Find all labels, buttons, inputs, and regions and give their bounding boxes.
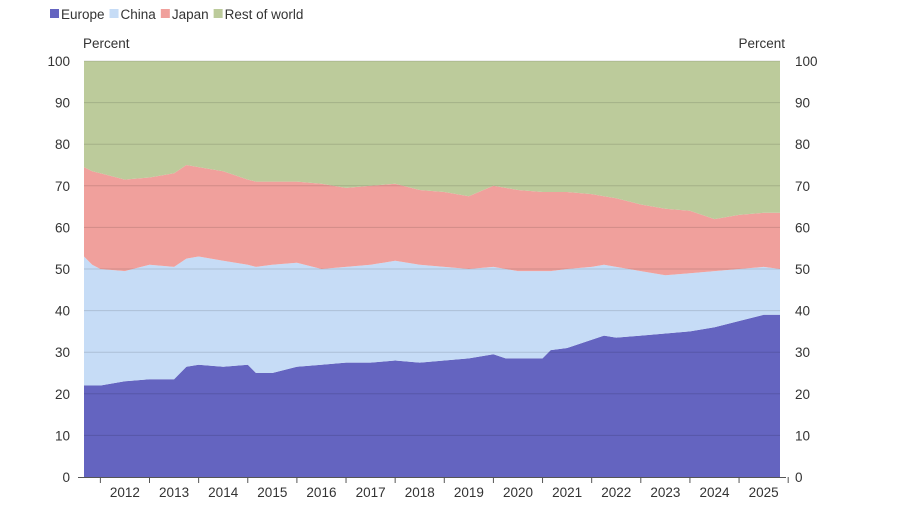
y-axes: 0 0 10 10 20 20 30 30 40 40 50 50 60 60 70 70 80 80 90 90 10… — [47, 54, 817, 485]
x-tick-label: 2013 — [159, 485, 189, 500]
x-tick-label: 2016 — [306, 485, 336, 500]
y-tick-label-right: 100 — [795, 54, 818, 69]
y-tick-label-right: 40 — [795, 304, 810, 319]
y-tick-label-right: 90 — [795, 96, 810, 111]
y-tick-label-left: 0 — [62, 470, 70, 485]
x-tick-label: 2022 — [601, 485, 631, 500]
y-axis-label-right: Percent — [738, 36, 785, 51]
x-axis: 2012 2013 2014 2015 2016 2017 2018 2019 2020 2021… — [78, 477, 789, 500]
legend-swatch-rest-of-world — [213, 9, 223, 18]
y-tick-label-left: 50 — [55, 262, 70, 277]
y-tick-label-left: 60 — [55, 220, 70, 235]
x-tick-label: 2023 — [650, 485, 680, 500]
area-japan — [84, 165, 780, 276]
plot-areas — [84, 61, 780, 477]
x-tick-label: 2012 — [110, 485, 140, 500]
y-tick-label-left: 40 — [55, 304, 70, 319]
y-tick-label-left: 10 — [55, 428, 70, 443]
legend-label: Europe — [61, 7, 105, 22]
y-tick-label-left: 70 — [55, 179, 70, 194]
y-tick-label-left: 90 — [55, 96, 70, 111]
x-tick-label: 2019 — [454, 485, 484, 500]
legend-label: Japan — [172, 7, 209, 22]
legend-swatch-china — [109, 9, 119, 18]
x-tick-label: 2014 — [208, 485, 239, 500]
y-tick-label-right: 0 — [795, 470, 803, 485]
y-tick-label-left: 20 — [55, 387, 70, 402]
area-europe — [84, 314, 780, 477]
x-tick-label: 2020 — [503, 485, 533, 500]
x-tick-label: 2021 — [552, 485, 582, 500]
y-tick-label-right: 10 — [795, 428, 810, 443]
y-axis-label-left: Percent — [83, 36, 130, 51]
gridlines — [84, 60, 780, 436]
y-tick-label-left: 30 — [55, 345, 70, 360]
x-tick-label: 2024 — [699, 485, 730, 500]
y-tick-label-right: 60 — [795, 220, 810, 235]
y-tick-label-left: 80 — [55, 137, 70, 152]
legend-label: China — [121, 7, 157, 22]
legend-label: Rest of world — [225, 7, 304, 22]
x-tick-label: 2025 — [749, 485, 779, 500]
legend: Europe China Japan Rest of world — [50, 7, 303, 22]
x-tick-label: 2017 — [356, 485, 386, 500]
y-tick-label-right: 50 — [795, 262, 810, 277]
y-tick-label-left: 100 — [47, 54, 70, 69]
y-tick-label-right: 20 — [795, 387, 810, 402]
y-tick-label-right: 30 — [795, 345, 810, 360]
y-tick-label-right: 70 — [795, 179, 810, 194]
area-rest-of-world — [84, 61, 780, 220]
area-china — [84, 256, 780, 386]
x-tick-label: 2015 — [257, 485, 287, 500]
x-tick-label: 2018 — [405, 485, 435, 500]
legend-swatch-europe — [50, 9, 59, 18]
y-tick-label-right: 80 — [795, 137, 810, 152]
legend-swatch-japan — [160, 9, 170, 18]
